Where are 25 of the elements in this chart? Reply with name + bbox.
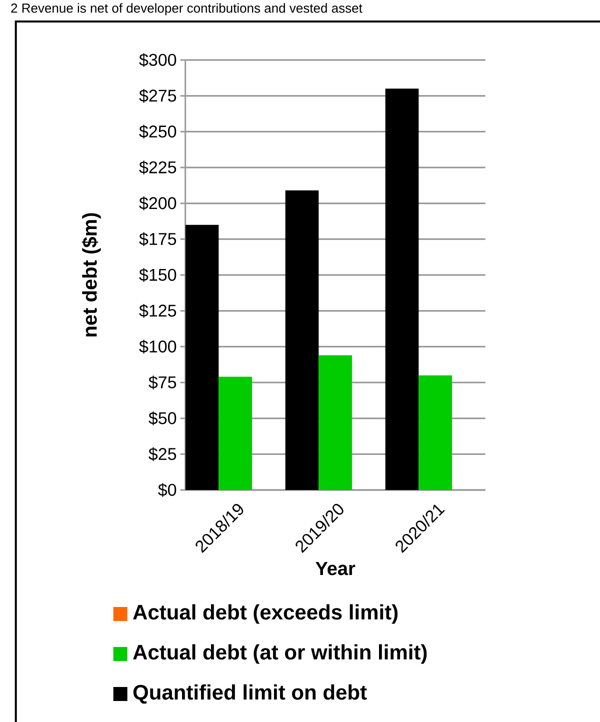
y-tick-label: $150	[139, 268, 176, 282]
y-tick-label: $275	[139, 88, 176, 103]
x-axis-title: Year	[315, 562, 355, 576]
y-tick-label: $75	[148, 376, 176, 390]
bar	[218, 376, 252, 490]
y-tick-label: $100	[139, 340, 176, 354]
bar	[318, 355, 352, 490]
y-axis-title: net debt ($m)	[82, 213, 101, 336]
y-tick-label: $175	[139, 232, 176, 246]
y-tick-label: $25	[148, 447, 176, 462]
y-tick-label: $250	[139, 124, 176, 139]
bar	[285, 190, 319, 490]
bar	[185, 224, 219, 490]
y-tick-label: $300	[139, 53, 176, 67]
y-tick-label: $225	[139, 160, 176, 174]
text: 2 Revenue is net of developer contributions and vested asset	[11, 3, 362, 16]
y-tick-label: $125	[139, 304, 176, 318]
y-tick-label: $200	[139, 196, 176, 210]
legend-label: Actual debt (at or within limit)	[132, 644, 427, 664]
legend-label: Actual debt (exceeds limit)	[132, 604, 398, 624]
legend-label: Quantified limit on debt	[133, 684, 367, 704]
bar	[418, 375, 452, 490]
y-tick-label: $0	[158, 483, 176, 497]
y-tick-label: $50	[148, 411, 176, 426]
bar	[385, 88, 419, 490]
